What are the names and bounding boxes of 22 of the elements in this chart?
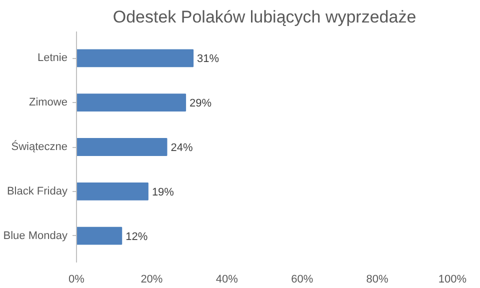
data-label: 29% — [190, 98, 212, 110]
data-label: 19% — [152, 186, 174, 198]
bar — [76, 49, 194, 68]
bar — [76, 94, 186, 112]
x-tick-label: 20% — [140, 274, 163, 286]
data-label: 12% — [126, 230, 148, 243]
data-label: 31% — [197, 53, 220, 66]
y-tick-label: Świąteczne — [11, 140, 68, 153]
y-tick-label: Blue Monday — [3, 230, 68, 242]
chart-title: Odestek Polaków lubiących wyprzedaże — [112, 8, 416, 26]
bar — [76, 182, 148, 200]
x-tick-label: 100% — [438, 274, 467, 286]
y-tick-label: Zimowe — [28, 96, 68, 109]
y-tick-label: Black Friday — [6, 185, 68, 198]
x-tick-label: 0% — [68, 274, 85, 286]
x-tick-label: 80% — [366, 274, 389, 286]
bar — [76, 138, 168, 156]
y-tick-label: Letnie — [38, 52, 68, 64]
bar — [76, 226, 122, 245]
x-tick-label: 60% — [291, 274, 314, 286]
x-tick-label: 40% — [216, 274, 238, 286]
data-label: 24% — [170, 142, 193, 154]
